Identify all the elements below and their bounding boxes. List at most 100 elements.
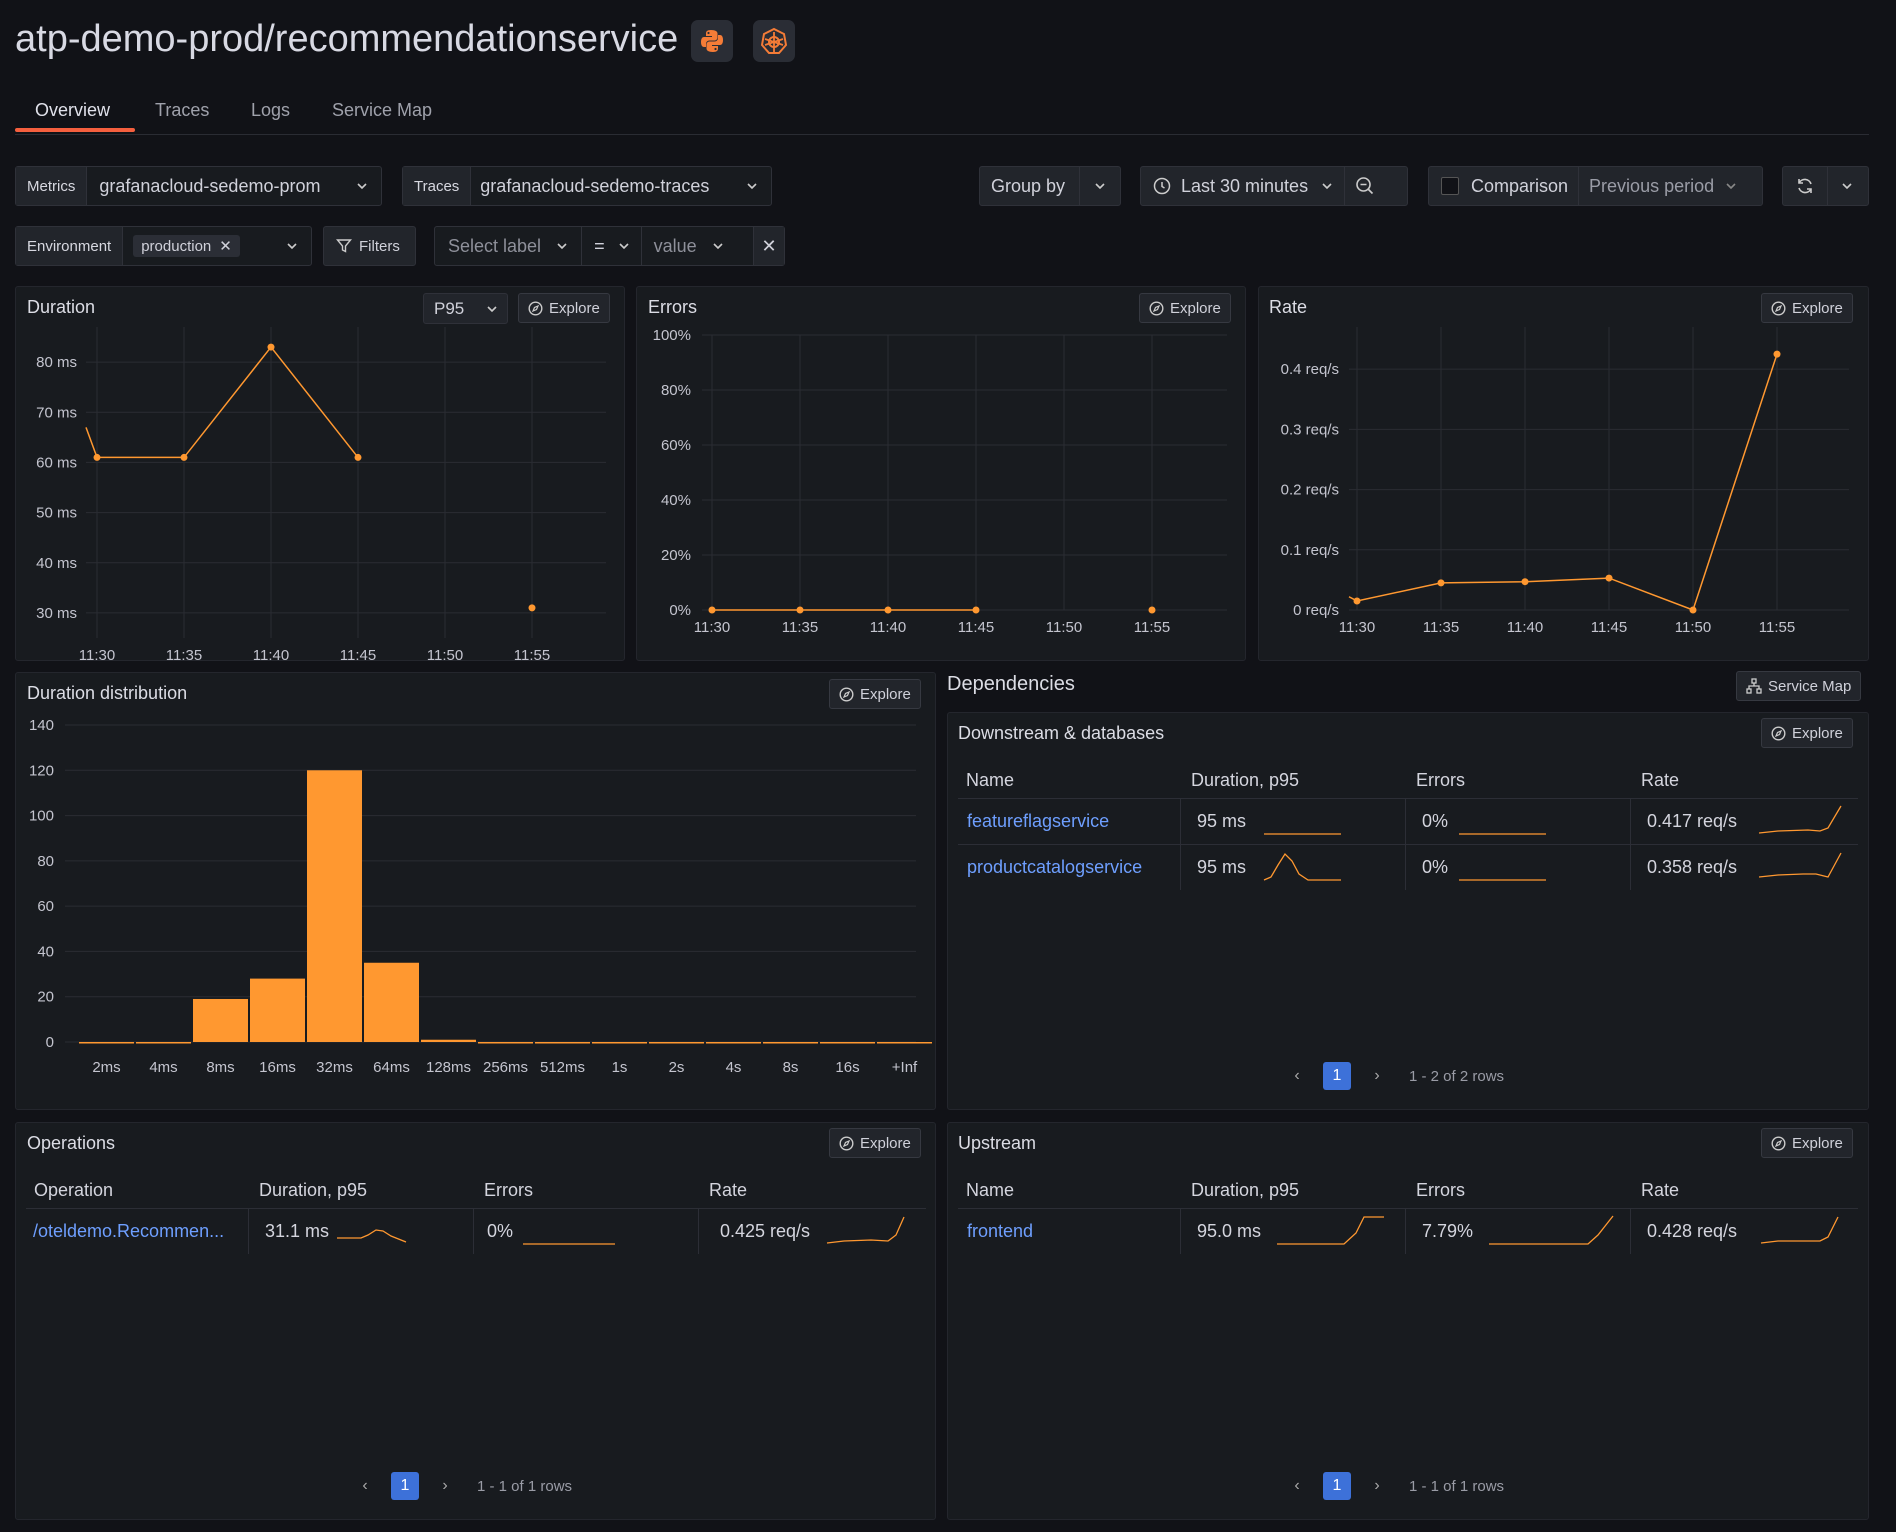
next-page-icon[interactable]: ›	[1374, 1067, 1380, 1084]
page-button[interactable]: 1	[391, 1472, 419, 1500]
value-input[interactable]: value	[653, 235, 697, 256]
x-tick-label: 512ms	[540, 1059, 585, 1076]
column-header-errors[interactable]: Errors	[484, 1180, 533, 1200]
distribution-chart: 0 20 40 60 80 100 120 140 2ms 4ms 8ms 16ms 32ms 64ms 1…	[29, 717, 932, 1076]
time-range-picker[interactable]: Last 30 minutes	[1140, 166, 1408, 206]
y-tick-label: 80%	[661, 382, 691, 399]
tab-logs[interactable]: Logs	[251, 100, 291, 120]
traces-datasource-picker[interactable]: Traces grafanacloud-sedemo-traces	[402, 166, 772, 206]
compass-icon	[1771, 300, 1786, 316]
comparison-checkbox[interactable]	[1441, 177, 1459, 195]
explore-button[interactable]: Explore	[829, 1128, 921, 1158]
zoom-out-icon[interactable]	[1355, 176, 1375, 196]
explore-button[interactable]: Explore	[1761, 1128, 1853, 1158]
column-header-rate[interactable]: Rate	[709, 1180, 748, 1200]
percentile-select[interactable]: P95	[423, 293, 508, 324]
select-label-dropdown[interactable]: Select label	[448, 235, 542, 256]
x-tick-label: 64ms	[373, 1059, 410, 1076]
histogram-bar	[307, 770, 362, 1042]
y-tick-label: 0.4 req/s	[1281, 361, 1339, 378]
compass-icon	[839, 686, 854, 702]
sitemap-icon	[1746, 678, 1762, 694]
explore-button[interactable]: Explore	[518, 293, 610, 323]
tab-traces[interactable]: Traces	[155, 100, 210, 120]
duration-sparkline	[1277, 1216, 1384, 1245]
group-by-label: Group by	[991, 175, 1066, 196]
service-link[interactable]: frontend	[967, 1221, 1034, 1241]
explore-label: Explore	[549, 299, 600, 317]
y-tick-label: 140	[29, 717, 54, 734]
metrics-datasource-picker[interactable]: Metrics grafanacloud-sedemo-prom	[15, 166, 382, 206]
x-tick-label: 11:40	[1507, 619, 1543, 636]
table-row: /oteldemo.Recommen... 31.1 ms 0% 0.425 r…	[26, 1209, 926, 1254]
x-tick-label: 11:45	[1591, 619, 1627, 636]
column-header-errors[interactable]: Errors	[1416, 770, 1465, 790]
tab-service-map[interactable]: Service Map	[332, 100, 433, 120]
y-tick-label: 70 ms	[36, 404, 77, 421]
environment-filter[interactable]: Environment production ✕	[15, 226, 312, 266]
x-tick-label: 1s	[612, 1059, 628, 1076]
next-page-icon[interactable]: ›	[442, 1477, 448, 1494]
errors-sparkline	[1459, 833, 1546, 835]
next-page-icon[interactable]: ›	[1374, 1477, 1380, 1494]
table-row: productcatalogservice 95 ms 0% 0.358 req…	[958, 845, 1858, 890]
column-header-name[interactable]: Name	[966, 770, 1015, 790]
filters-button[interactable]: Filters	[323, 226, 416, 266]
compass-icon	[839, 1135, 854, 1151]
column-header-operation[interactable]: Operation	[34, 1180, 114, 1200]
column-header-rate[interactable]: Rate	[1641, 1180, 1680, 1200]
errors-value: 0%	[1422, 857, 1449, 877]
page-button[interactable]: 1	[1323, 1062, 1351, 1090]
explore-button[interactable]: Explore	[1761, 293, 1853, 323]
x-tick-label: 11:45	[340, 647, 376, 662]
data-point	[180, 453, 188, 461]
downstream-title: Downstream & databases	[958, 723, 1165, 743]
explore-label: Explore	[1792, 1134, 1843, 1152]
pagination: ‹ 1 › 1 - 1 of 1 rows	[1283, 1472, 1504, 1500]
rate-sparkline	[1758, 805, 1842, 834]
refresh-picker[interactable]	[1782, 166, 1869, 206]
histogram-bar	[364, 962, 419, 1042]
chevron-down-icon	[1095, 183, 1105, 190]
comparison-toggle[interactable]: Comparison Previous period	[1428, 166, 1763, 206]
service-map-button[interactable]: Service Map	[1736, 671, 1862, 701]
x-tick-label: 11:55	[1134, 619, 1170, 636]
y-tick-label: 100%	[653, 327, 691, 344]
remove-chip-icon[interactable]: ✕	[219, 238, 232, 255]
x-tick-label: 128ms	[426, 1059, 471, 1076]
tab-overview[interactable]: Overview	[35, 100, 111, 120]
explore-label: Explore	[860, 1134, 911, 1152]
column-header-duration[interactable]: Duration, p95	[259, 1180, 368, 1200]
page-button[interactable]: 1	[1323, 1472, 1351, 1500]
service-link[interactable]: productcatalogservice	[967, 857, 1143, 877]
chevron-down-icon	[619, 243, 629, 250]
explore-button[interactable]: Explore	[829, 679, 921, 709]
histogram-bar	[478, 1042, 533, 1044]
explore-button[interactable]: Explore	[1761, 718, 1853, 748]
column-header-rate[interactable]: Rate	[1641, 770, 1680, 790]
explore-button[interactable]: Explore	[1139, 293, 1231, 323]
clear-filter-icon[interactable]: ✕	[753, 227, 784, 265]
y-tick-label: 0.1 req/s	[1281, 542, 1339, 559]
x-tick-label: 11:30	[1339, 619, 1375, 636]
column-header-errors[interactable]: Errors	[1416, 1180, 1465, 1200]
prev-page-icon[interactable]: ‹	[1294, 1067, 1300, 1084]
x-tick-label: 11:50	[427, 647, 463, 662]
refresh-icon[interactable]	[1795, 176, 1815, 196]
prev-page-icon[interactable]: ‹	[1294, 1477, 1300, 1494]
column-header-name[interactable]: Name	[966, 1180, 1015, 1200]
downstream-panel: Downstream & databases Explore Name Dura…	[947, 712, 1869, 1110]
errors-panel: Errors Explore 0% 20% 40% 60% 80% 100% 11:30 11…	[636, 286, 1246, 661]
operation-link[interactable]: /oteldemo.Recommen...	[33, 1221, 225, 1241]
prev-page-icon[interactable]: ‹	[362, 1477, 368, 1494]
y-tick-label: 30 ms	[36, 605, 77, 622]
service-link[interactable]: featureflagservice	[967, 811, 1110, 831]
comparison-period-select[interactable]: Previous period	[1589, 175, 1715, 196]
operator-select[interactable]: =	[594, 235, 605, 256]
column-header-duration[interactable]: Duration, p95	[1191, 1180, 1300, 1200]
group-by-button[interactable]: Group by	[979, 166, 1121, 206]
data-point	[884, 606, 892, 614]
histogram-bar	[706, 1042, 761, 1044]
column-header-duration[interactable]: Duration, p95	[1191, 770, 1300, 790]
environment-label: Environment	[16, 227, 124, 265]
